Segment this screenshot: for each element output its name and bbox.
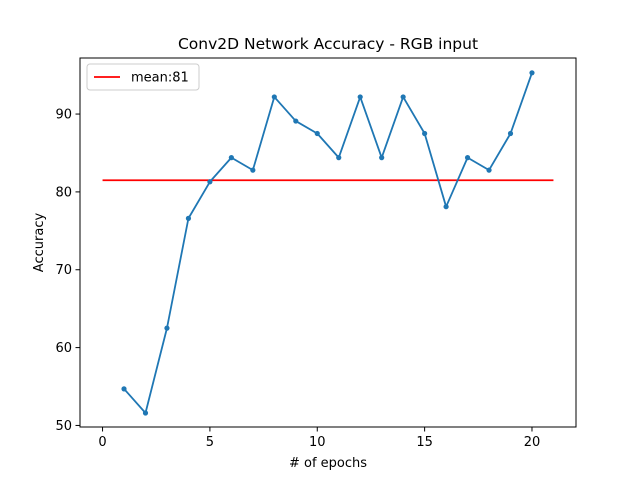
accuracy-point	[379, 155, 385, 161]
accuracy-point	[314, 130, 320, 137]
accuracy-point	[422, 130, 428, 137]
x-tick-label: 5	[206, 435, 214, 450]
accuracy-point	[507, 130, 514, 137]
legend-label-mean: mean:81	[131, 71, 189, 86]
accuracy-point	[293, 118, 299, 124]
y-tick-label: 70	[55, 263, 72, 278]
y-tick-label: 50	[55, 419, 72, 434]
x-tick-label: 20	[524, 435, 541, 450]
accuracy-point	[142, 410, 149, 416]
accuracy-point	[400, 94, 406, 100]
chart-title: Conv2D Network Accuracy - RGB input	[178, 35, 478, 53]
accuracy-point	[185, 215, 192, 221]
x-tick-label: 15	[416, 435, 433, 450]
accuracy-point	[486, 167, 492, 173]
accuracy-point	[250, 167, 256, 173]
legend: mean:81	[86, 63, 200, 91]
y-tick-label: 90	[55, 108, 72, 123]
accuracy-line	[123, 72, 533, 414]
accuracy-point	[271, 94, 277, 100]
plot-area-background	[80, 58, 576, 427]
x-tick-label: 0	[98, 435, 106, 450]
x-axis-label: # of epochs	[289, 456, 367, 471]
accuracy-point	[207, 179, 213, 185]
ticks-layer: 0 5 10 15 20 50 60 70 80 90	[55, 108, 540, 450]
accuracy-point	[464, 155, 471, 161]
accuracy-point	[121, 386, 127, 392]
accuracy-point	[164, 325, 170, 331]
accuracy-point	[529, 70, 535, 76]
accuracy-point	[443, 204, 449, 210]
accuracy-point	[357, 94, 363, 100]
y-tick-label: 60	[55, 341, 72, 356]
plot-frame	[79, 57, 577, 428]
legend-box	[86, 63, 200, 91]
y-axis-label: Accuracy	[32, 213, 47, 273]
accuracy-point	[336, 155, 342, 161]
accuracy-point	[228, 155, 234, 161]
x-tick-label: 10	[309, 435, 326, 450]
series-layer	[102, 70, 554, 416]
y-tick-label: 80	[55, 185, 72, 200]
